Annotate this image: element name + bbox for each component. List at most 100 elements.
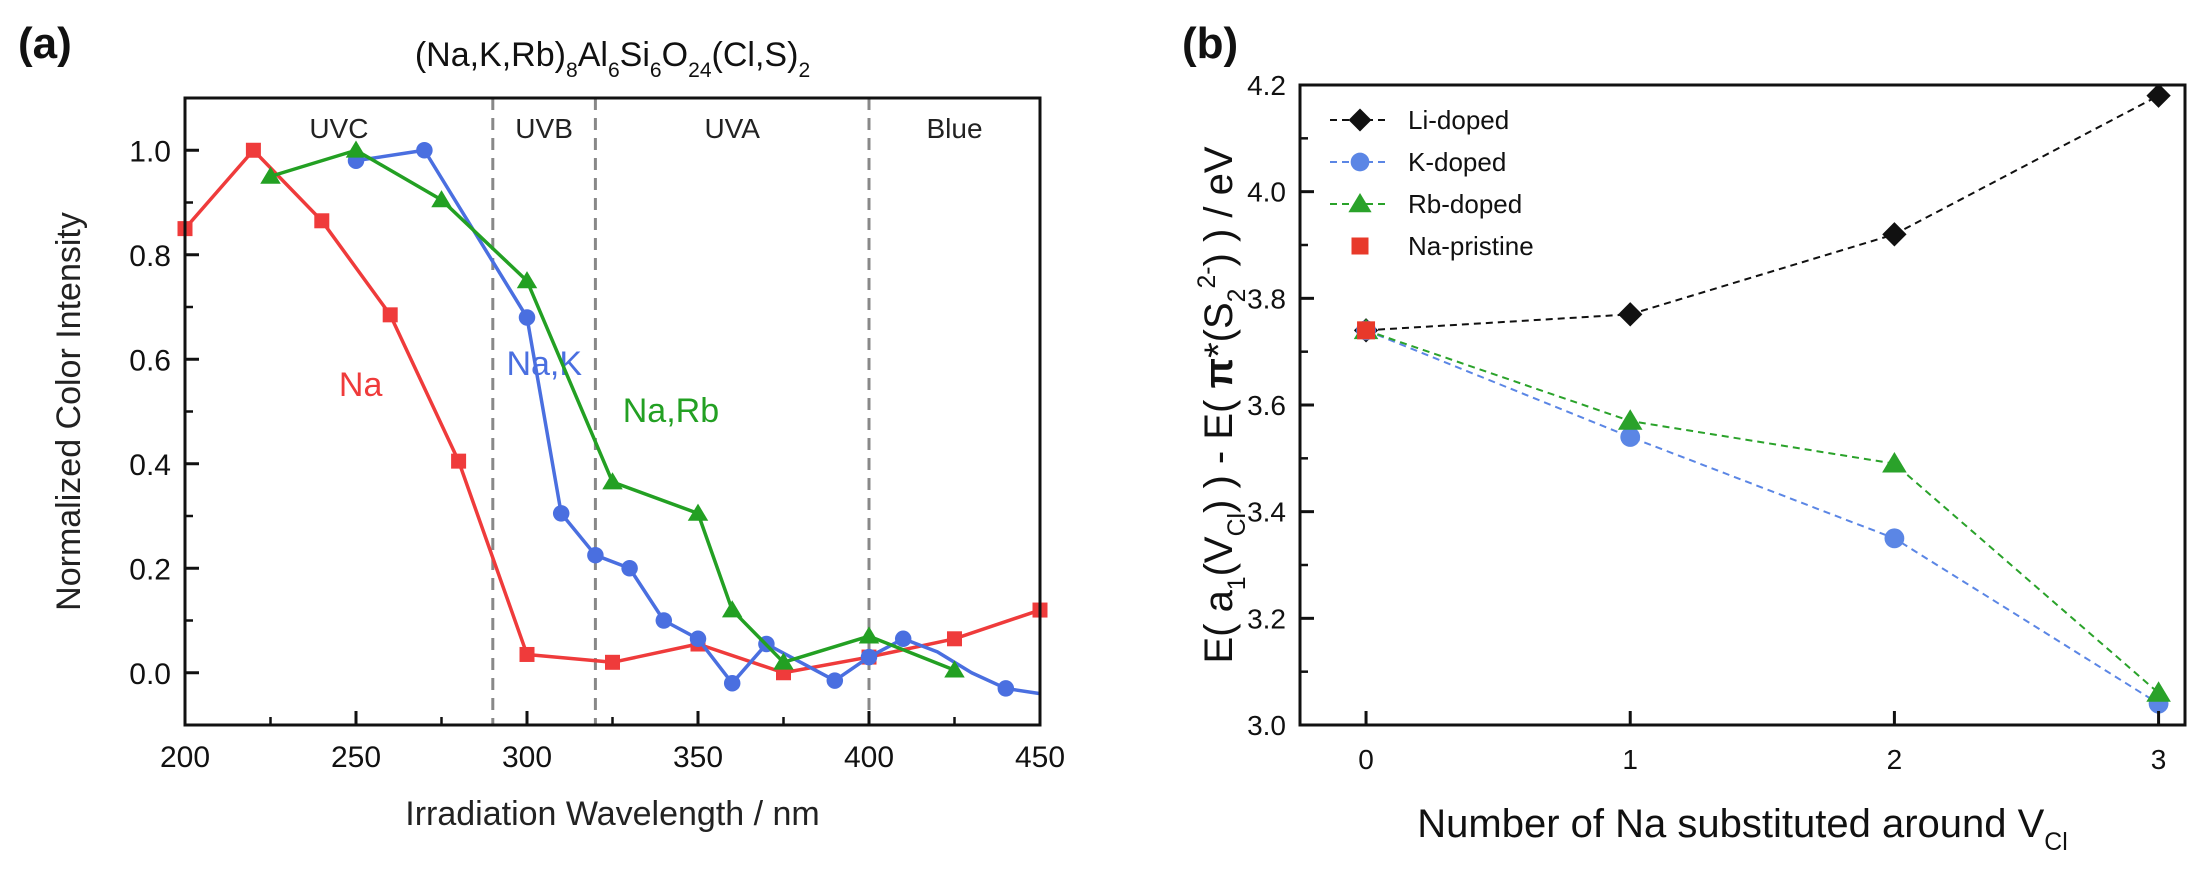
x-axis-label: Number of Na substituted around VCl xyxy=(1417,802,2067,856)
x-axis-label-part: Cl xyxy=(2044,829,2067,856)
data-point-na-rb xyxy=(687,503,709,521)
series-line-li-doped xyxy=(1365,94,2160,332)
data-point-na xyxy=(947,631,962,647)
y-axis-label-part: ) ) - E( xyxy=(1197,389,1241,513)
data-point-na-k xyxy=(655,612,673,629)
y-tick-label: 4.0 xyxy=(1247,177,1286,208)
y-tick-label: 3.6 xyxy=(1247,390,1286,421)
chart-title-part: Al xyxy=(578,36,608,74)
data-point-na-rb xyxy=(721,600,743,618)
legend-marker-li-doped xyxy=(1348,108,1372,132)
series-line-na-k xyxy=(355,148,1041,696)
data-point-na xyxy=(519,646,535,662)
x-tick-label: 1 xyxy=(1622,744,1638,775)
y-tick-label: 4.2 xyxy=(1247,70,1286,101)
data-point-na-pristine xyxy=(1357,321,1376,340)
data-point-na xyxy=(451,453,467,469)
data-point-na-rb xyxy=(773,652,794,670)
y-axis-label-part: 2- xyxy=(1194,266,1221,288)
data-point-na-k xyxy=(416,142,433,159)
data-point-na-k xyxy=(552,505,570,522)
panel-label-a: (a) xyxy=(18,19,72,68)
y-axis-label-part: (V xyxy=(1197,536,1241,576)
data-point-na xyxy=(314,213,330,229)
data-point-na xyxy=(382,307,398,323)
x-tick-label: 0 xyxy=(1358,744,1374,775)
plot-frame xyxy=(1298,83,2187,727)
data-point-na-k xyxy=(826,672,844,689)
y-tick-label: 0.2 xyxy=(129,553,171,586)
legend-marker-k-doped xyxy=(1350,152,1370,172)
data-point-na-rb xyxy=(944,660,965,678)
data-point-na-k xyxy=(894,630,912,648)
y-tick-label: 1.0 xyxy=(129,135,171,168)
chart-title-part: O xyxy=(662,36,688,74)
chart-title-part: 8 xyxy=(566,59,578,82)
chart-title: (Na,K,Rb)8Al6Si6O24(Cl,S)2 xyxy=(415,36,810,82)
chart-title-part: 6 xyxy=(608,59,620,82)
region-label-uvc: UVC xyxy=(309,113,368,144)
legend-label-li-doped: Li-doped xyxy=(1408,105,1509,135)
region-label-uvb: UVB xyxy=(515,113,573,144)
data-point-k-doped xyxy=(1884,528,1905,549)
data-point-na-k xyxy=(587,546,604,564)
y-axis-label-part: E( a xyxy=(1197,589,1241,663)
x-tick-label: 300 xyxy=(502,741,552,774)
y-axis-label: Normalized Color Intensity xyxy=(50,212,88,611)
data-point-na-rb xyxy=(516,271,538,289)
data-point-na-k xyxy=(518,309,536,326)
y-tick-label: 3.8 xyxy=(1247,283,1286,314)
series-line-rb-doped xyxy=(1365,329,2160,694)
legend-label-rb-doped: Rb-doped xyxy=(1408,189,1522,219)
y-tick-label: 0.0 xyxy=(129,658,171,691)
y-axis-label-part: 1 xyxy=(1224,576,1251,590)
legend-label-k-doped: K-doped xyxy=(1408,147,1506,177)
data-point-na-k xyxy=(997,680,1015,697)
y-tick-label: 0.6 xyxy=(129,344,171,377)
data-point-li-doped xyxy=(1882,222,1907,247)
y-tick-label: 3.4 xyxy=(1247,497,1286,528)
y-axis-label-part: *(S xyxy=(1197,302,1241,358)
x-tick-label: 3 xyxy=(2151,744,2167,775)
data-point-na-k xyxy=(860,648,878,666)
chart-panel-b: 0 1 2 3 3.0 3.2 3.4 3.6 3.8 4.0 4.2 Li-doped K-doped… xyxy=(1194,70,2187,856)
y-axis-label-part: ) ) / eV xyxy=(1197,146,1241,266)
series-label-na: Na xyxy=(339,366,383,404)
x-tick-label: 2 xyxy=(1887,744,1903,775)
legend-marker-rb-doped xyxy=(1348,192,1372,213)
x-tick-label: 400 xyxy=(844,741,894,774)
data-point-li-doped xyxy=(2146,83,2171,108)
data-point-na-rb xyxy=(431,190,452,208)
x-tick-label: 450 xyxy=(1015,741,1065,774)
legend-label-na-pristine: Na-pristine xyxy=(1408,231,1534,261)
y-tick-label: 0.4 xyxy=(129,449,171,482)
chart-title-part: (Na,K,Rb) xyxy=(415,36,566,74)
y-axis-label-part: Cl xyxy=(1224,513,1251,536)
y-axis-label-part: 2 xyxy=(1224,289,1251,303)
panel-label-b: (b) xyxy=(1182,19,1238,68)
data-point-na-k xyxy=(621,560,638,577)
chart-title-part: (Cl,S) xyxy=(712,36,799,74)
x-axis-label: Irradiation Wavelength / nm xyxy=(405,795,820,833)
region-label-uva: UVA xyxy=(704,113,760,144)
x-tick-label: 250 xyxy=(331,741,381,774)
series-label-na-rb: Na,Rb xyxy=(623,392,719,430)
y-tick-label: 0.8 xyxy=(129,240,171,273)
x-axis-label-part: Number of Na substituted around V xyxy=(1417,802,2044,846)
data-point-rb-doped xyxy=(1882,451,1907,473)
y-tick-label: 3.2 xyxy=(1247,603,1286,634)
x-tick-label: 350 xyxy=(673,741,723,774)
chart-panel-a: UVC UVB UVA Blue Na Na,K Na,Rb 200 250 300 350 400 4… xyxy=(50,36,1065,833)
series-line-na-rb xyxy=(269,148,956,672)
data-point-rb-doped xyxy=(1617,409,1643,430)
data-point-na xyxy=(605,654,620,670)
data-point-rb-doped xyxy=(2146,681,2171,702)
series-line-na xyxy=(183,148,1041,675)
chart-title-part: 24 xyxy=(688,59,712,82)
series-line-k-doped xyxy=(1365,329,2160,705)
y-axis-label-part: π xyxy=(1197,358,1241,389)
region-label-blue: Blue xyxy=(926,113,982,144)
data-point-li-doped xyxy=(1618,302,1643,327)
chart-title-part: Si xyxy=(620,36,650,74)
